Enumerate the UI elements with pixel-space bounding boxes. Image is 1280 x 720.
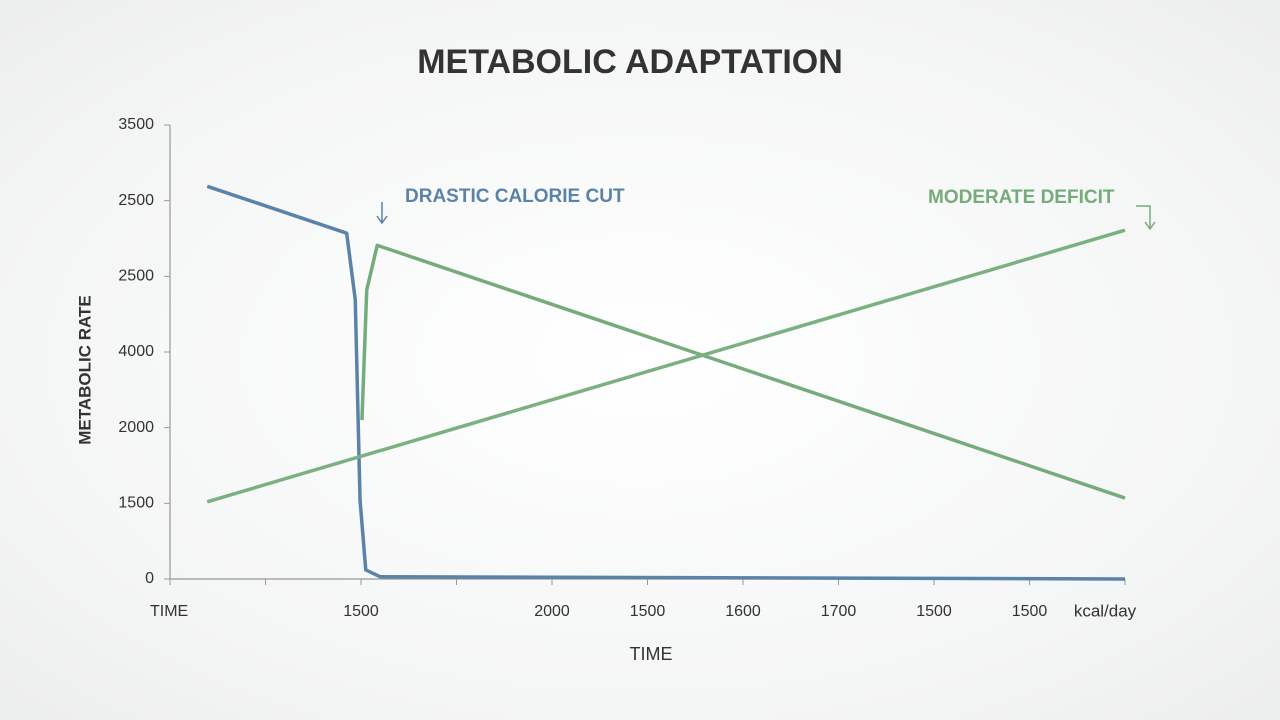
y-tick-label: 2500	[118, 268, 154, 285]
annotation-arrow	[1136, 205, 1156, 231]
annotation: MODERATE DEFICIT	[928, 187, 1115, 208]
x-tick-label: TIME	[150, 603, 188, 620]
chart-title: METABOLIC ADAPTATION	[417, 43, 843, 81]
x-tick-label: 1500	[1012, 603, 1048, 620]
annotation-arrow	[376, 202, 388, 225]
annotation: DRASTIC CALORIE CUT	[405, 186, 625, 207]
y-axis-title: METABOLIC RATE	[75, 295, 94, 445]
x-tick-label: 1500	[630, 603, 666, 620]
x-tick-label: 1500	[916, 603, 952, 620]
y-tick-label: 3500	[118, 116, 154, 133]
x-tick-label: 1500	[343, 603, 379, 620]
series-line	[206, 228, 1126, 504]
series-line	[206, 184, 1126, 581]
y-tick-label: 0	[145, 570, 154, 587]
x-unit: kcal/day	[1074, 601, 1137, 620]
x-tick-label: 2000	[534, 603, 570, 620]
y-tick-label: 4000	[118, 343, 154, 360]
y-tick-label: 2000	[118, 419, 154, 436]
x-tick-label: 1700	[821, 603, 857, 620]
y-tick-label: 1500	[118, 495, 154, 512]
x-tick-label: 1600	[725, 603, 761, 620]
x-axis-title: TIME	[630, 644, 673, 664]
y-tick-label: 2500	[118, 192, 154, 209]
series-line	[360, 243, 1126, 500]
